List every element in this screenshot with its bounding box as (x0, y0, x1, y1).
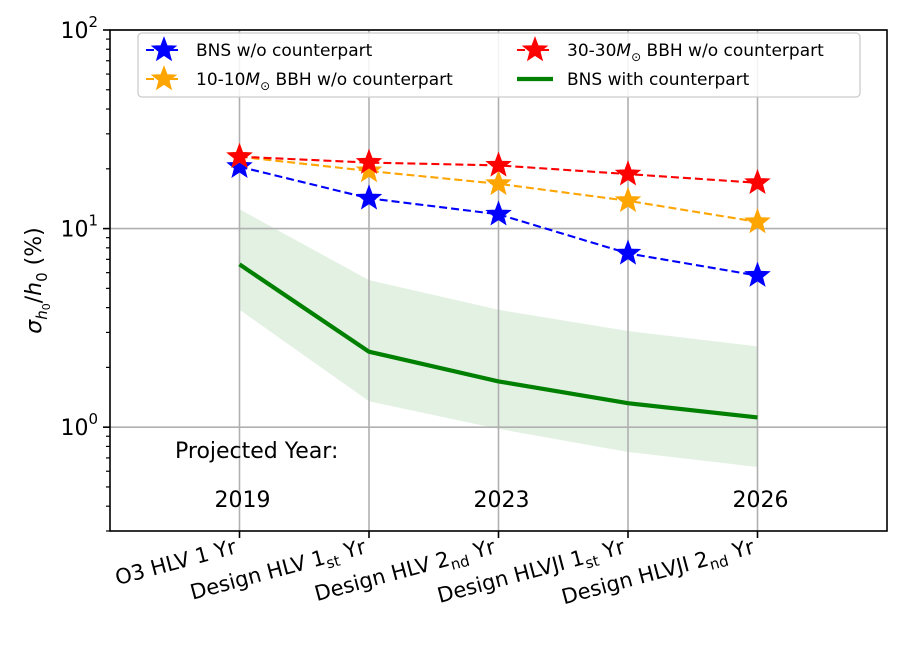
series-point-star (226, 152, 253, 178)
series-point-star (485, 151, 512, 177)
annotation-layer: Projected Year: 2019 2023 2026 (175, 439, 789, 513)
series-point-star (614, 239, 642, 265)
series-point-star (744, 261, 771, 287)
y-tick-label: 100 (60, 410, 98, 441)
legend-box (137, 32, 861, 98)
series-point-star (226, 142, 253, 169)
projected-year-label: Projected Year: (175, 439, 338, 464)
series-line-0 (239, 165, 758, 277)
legend-star-marker (150, 65, 178, 91)
series-layer (226, 142, 771, 420)
series-point-star (355, 148, 383, 174)
legend-star-marker (521, 36, 549, 62)
y-tick-label: 101 (60, 212, 98, 243)
series-point-star (614, 160, 642, 186)
series-point-star (485, 200, 512, 226)
series-point-star (355, 184, 383, 210)
series-line-1 (239, 155, 758, 223)
series-point-star (614, 186, 642, 213)
legend: BNS w/o counterpart 10-10M⊙ BBH w/o count… (137, 32, 861, 98)
series-point-star (355, 157, 383, 183)
legend-label: 30-30M⊙ BBH w/o counterpart (567, 41, 824, 64)
legend-star-marker (150, 36, 178, 62)
series-point-star (744, 168, 771, 195)
projected-year-value: 2026 (733, 488, 789, 513)
y-axis-label: σh0/h0 (%) (22, 227, 53, 333)
series-line-bns-with-counterpart (238, 262, 758, 420)
legend-label: BNS with counterpart (567, 70, 750, 90)
y-tick-label: 102 (60, 13, 98, 44)
projected-year-value: 2019 (215, 488, 271, 513)
legend-label: BNS w/o counterpart (196, 41, 373, 61)
projected-year-value: 2023 (474, 488, 530, 513)
legend-label: 10-10M⊙ BBH w/o counterpart (196, 70, 453, 93)
series-point-star (485, 169, 512, 196)
series-point-star (744, 207, 771, 234)
